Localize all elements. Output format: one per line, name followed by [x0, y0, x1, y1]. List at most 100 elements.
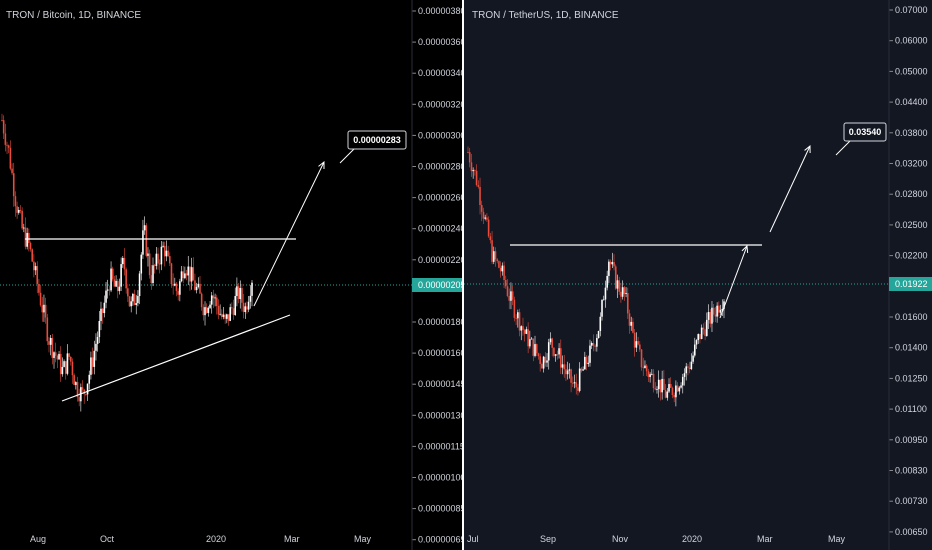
- candle-body: [683, 373, 686, 377]
- candle: [237, 282, 240, 304]
- candle: [229, 303, 231, 322]
- candle: [145, 222, 148, 258]
- candle: [539, 353, 541, 372]
- candle-body: [56, 355, 59, 360]
- candle: [232, 299, 235, 320]
- candle: [96, 331, 99, 352]
- candle-body: [174, 283, 176, 286]
- candle-body: [244, 306, 247, 313]
- projection-arrow-segment: [253, 161, 325, 307]
- candle-body: [656, 389, 658, 390]
- candle: [212, 289, 215, 309]
- candle: [551, 337, 553, 357]
- candle-body: [128, 296, 131, 307]
- price-tick-label: 0.02500: [895, 220, 928, 230]
- candle-body: [91, 357, 94, 367]
- candle-body: [614, 266, 617, 289]
- candle: [41, 296, 44, 322]
- candle-body: [145, 225, 148, 256]
- left-chart-panel[interactable]: TRON / Bitcoin, 1D, BINANCE Aug Oct 2020 Ma…: [0, 0, 464, 550]
- candle-body: [172, 284, 174, 286]
- candle: [175, 281, 178, 297]
- candle-body: [207, 307, 210, 313]
- projection-arrowhead: [804, 144, 811, 154]
- candle-body: [594, 345, 596, 347]
- candle: [226, 313, 228, 324]
- candle-body: [620, 291, 622, 297]
- candle-body: [554, 354, 557, 356]
- target-callout-pointer: [339, 148, 355, 164]
- candle-body: [687, 366, 689, 368]
- candle-body: [192, 267, 195, 281]
- right-chart-panel[interactable]: TRON / TetherUS, 1D, BINANCE Jul Sep Nov 20…: [464, 0, 932, 550]
- candle-body: [71, 361, 74, 376]
- price-tick-label: 0.02800: [895, 189, 928, 199]
- projection-arrowhead: [741, 244, 749, 254]
- candle-body: [635, 341, 638, 348]
- candle-body: [215, 297, 218, 306]
- candle-body: [647, 371, 650, 377]
- price-tick-label: 0.00000340: [418, 68, 464, 78]
- candle-body: [76, 382, 79, 398]
- candle: [604, 280, 607, 308]
- candle-body: [565, 369, 567, 375]
- candle: [592, 334, 595, 352]
- candle-body: [467, 152, 469, 153]
- candle: [162, 241, 164, 248]
- price-tick-label: 0.00000360: [418, 37, 464, 47]
- candle-body: [175, 283, 178, 291]
- candle: [17, 206, 20, 215]
- candle: [133, 289, 136, 306]
- candle: [85, 393, 87, 397]
- candle-body: [137, 296, 139, 304]
- candle-body: [69, 356, 72, 362]
- candle: [697, 333, 700, 344]
- price-tick-label: 0.00000085: [418, 504, 464, 514]
- candle-body: [54, 352, 57, 356]
- candle-body: [468, 152, 471, 163]
- candle-body: [676, 385, 679, 392]
- candle-body: [180, 271, 183, 282]
- candle-body: [599, 316, 602, 331]
- candle: [639, 341, 641, 352]
- price-tick-label: 0.00000130: [418, 410, 464, 420]
- candle: [36, 261, 39, 294]
- candle: [599, 312, 602, 337]
- price-tick-label: 0.03200: [895, 159, 928, 169]
- candle-body: [563, 364, 566, 370]
- candle-body: [523, 329, 526, 334]
- candle: [652, 369, 655, 393]
- candle-body: [596, 338, 598, 347]
- candle: [704, 321, 706, 341]
- candle-body: [651, 373, 653, 375]
- candle-body: [652, 373, 655, 389]
- candle-body: [712, 307, 715, 315]
- candle-body: [640, 349, 643, 368]
- candle-body: [477, 185, 480, 187]
- candle-body: [494, 251, 497, 260]
- candle: [33, 254, 35, 278]
- price-tick-label: 0.00000145: [418, 379, 464, 389]
- candle: [202, 304, 205, 321]
- candle-body: [105, 290, 107, 303]
- candle: [116, 278, 119, 299]
- candle-body: [639, 344, 641, 350]
- candle: [38, 279, 40, 296]
- projection-arrow-segment: [769, 145, 811, 233]
- candle: [68, 352, 70, 360]
- date-tick-label: Mar: [284, 534, 300, 544]
- candle: [103, 295, 106, 318]
- price-tick-label: 0.02200: [895, 251, 928, 261]
- candle-body: [204, 307, 206, 316]
- candle-body: [247, 301, 250, 310]
- candle-body: [222, 314, 225, 317]
- candle-body: [73, 375, 75, 386]
- right-chart-svg[interactable]: TRON / TetherUS, 1D, BINANCE Jul Sep Nov 20…: [464, 0, 932, 550]
- candle-body: [19, 209, 22, 211]
- left-chart-svg[interactable]: TRON / Bitcoin, 1D, BINANCE Aug Oct 2020 Ma…: [0, 0, 464, 550]
- candle-body: [209, 304, 211, 308]
- candle: [182, 266, 185, 284]
- candle: [618, 276, 620, 295]
- candle-body: [675, 385, 677, 398]
- candle: [44, 297, 47, 324]
